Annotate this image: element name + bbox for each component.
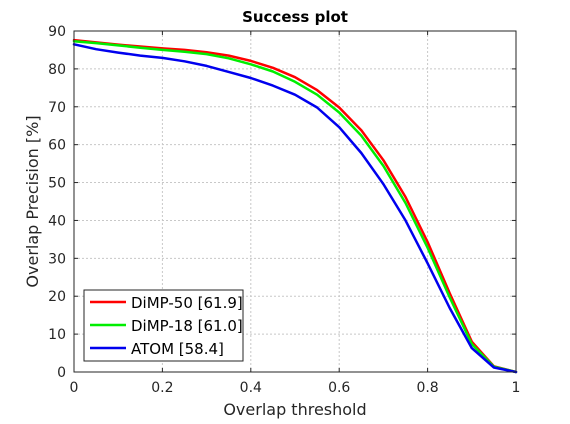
- x-axis-label: Overlap threshold: [223, 400, 366, 419]
- x-tick-label: 0.2: [151, 380, 173, 396]
- y-tick-label: 20: [48, 289, 66, 305]
- legend-label: ATOM [58.4]: [131, 340, 224, 358]
- y-tick-label: 70: [48, 100, 66, 116]
- x-tick-label: 0: [70, 380, 79, 396]
- legend-items: DiMP-50 [61.9] DiMP-18 [61.0] ATOM [58.4]: [90, 294, 243, 358]
- y-tick-label: 50: [48, 176, 66, 192]
- legend: DiMP-50 [61.9] DiMP-18 [61.0] ATOM [58.4]: [83, 289, 244, 362]
- series-lines: [72, 38, 518, 374]
- plot-frame: [73, 30, 517, 373]
- x-tick-label: 1: [512, 380, 521, 396]
- y-tick-label: 40: [48, 213, 66, 229]
- legend-label: DiMP-18 [61.0]: [131, 317, 243, 335]
- x-tick-label: 0.6: [328, 380, 350, 396]
- y-tick-label: 0: [57, 365, 66, 381]
- series-line-dimp-50: [72, 38, 518, 374]
- y-tick-label: 60: [48, 138, 66, 154]
- y-tick-label: 30: [48, 251, 66, 267]
- y-tick-label: 10: [48, 327, 66, 343]
- legend-label: DiMP-50 [61.9]: [131, 294, 243, 312]
- x-tick-label: 0.4: [240, 380, 262, 396]
- series-line-dimp-18: [72, 39, 518, 374]
- x-tick-label: 0.8: [416, 380, 438, 396]
- y-axis-label: Overlap Precision [%]: [23, 115, 42, 287]
- chart-title: Success plot: [242, 8, 348, 26]
- series-line-atom: [72, 43, 518, 374]
- y-tick-label: 80: [48, 62, 66, 78]
- y-tick-label: 90: [48, 24, 66, 40]
